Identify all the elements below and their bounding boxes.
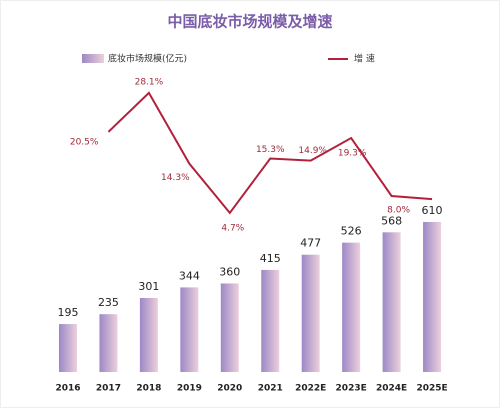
x-tick-label: 2024E (376, 384, 407, 394)
chart-title: 中国底妆市场规模及增速 (167, 13, 332, 31)
growth-label: 19.3% (338, 149, 367, 159)
x-tick-label: 2023E (336, 384, 367, 394)
bar-value-label: 235 (98, 296, 119, 309)
legend-swatch (82, 54, 104, 63)
bar-value-label: 360 (219, 265, 240, 278)
x-tick-label: 2016 (55, 384, 80, 394)
legend-label: 底妆市场规模(亿元) (108, 53, 187, 65)
growth-label: 8.0% (387, 205, 410, 215)
x-tick-label: 2022E (295, 384, 326, 394)
x-tick-label: 2025E (416, 384, 447, 394)
bar (139, 297, 158, 372)
bar (382, 232, 401, 372)
bar-value-label: 610 (422, 204, 443, 217)
bar-value-label: 526 (341, 225, 362, 238)
x-tick-label: 2019 (177, 384, 202, 394)
bar (99, 314, 118, 372)
growth-label: 4.7% (221, 223, 244, 233)
growth-label: 20.5% (70, 137, 99, 147)
growth-label: 28.1% (135, 77, 164, 87)
bar-value-label: 477 (300, 237, 321, 250)
x-tick-label: 2020 (217, 384, 242, 394)
growth-label: 14.3% (161, 173, 190, 183)
growth-line (107, 91, 433, 215)
bar (220, 283, 239, 372)
bar (423, 221, 442, 372)
bar-value-label: 568 (381, 214, 402, 227)
bar (301, 254, 320, 372)
growth-label: 15.3% (256, 145, 285, 155)
bar (342, 242, 361, 372)
bar-value-label: 195 (58, 306, 79, 319)
legend-label: 增 速 (354, 53, 375, 65)
bar-value-label: 415 (260, 252, 281, 265)
x-tick-label: 2021 (258, 384, 283, 394)
bar (59, 324, 77, 372)
x-tick-label: 2018 (136, 384, 161, 394)
x-tick-label: 2017 (96, 384, 121, 394)
bar (180, 287, 199, 372)
bar-value-label: 301 (138, 280, 159, 293)
growth-label: 14.9% (298, 146, 327, 156)
bar (261, 269, 280, 372)
bar-value-label: 344 (179, 269, 200, 282)
